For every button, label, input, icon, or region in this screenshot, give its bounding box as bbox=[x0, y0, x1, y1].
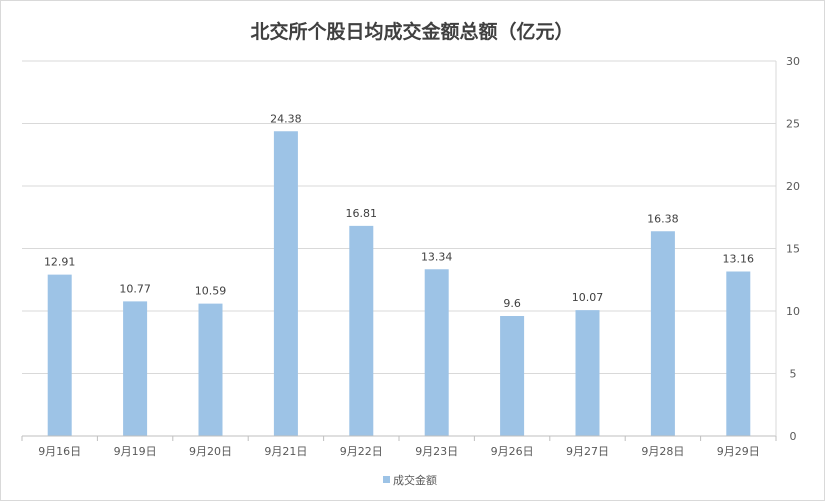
data-label: 10.59 bbox=[195, 285, 227, 298]
legend-swatch bbox=[383, 476, 390, 483]
x-tick-label: 9月27日 bbox=[566, 445, 609, 458]
data-label: 16.38 bbox=[647, 212, 679, 225]
x-tick-label: 9月23日 bbox=[415, 445, 458, 458]
data-label: 13.16 bbox=[723, 253, 755, 266]
y-axis: 0 5 10 15 20 25 30 bbox=[775, 55, 800, 443]
bar bbox=[726, 271, 751, 436]
bar bbox=[273, 131, 298, 436]
data-label: 10.07 bbox=[572, 291, 604, 304]
y-tick-label: 10 bbox=[786, 305, 800, 318]
bar bbox=[575, 310, 600, 436]
x-axis: 9月16日 9月19日 9月20日 9月21日 9月22日 9月23日 9月26日 9月27日… bbox=[21, 435, 777, 458]
x-tick-label: 9月21日 bbox=[264, 445, 307, 458]
data-label: 13.34 bbox=[421, 250, 453, 263]
bar bbox=[650, 231, 675, 436]
x-tick-label: 9月16日 bbox=[38, 445, 81, 458]
x-tick-label: 9月19日 bbox=[114, 445, 157, 458]
y-tick-label: 30 bbox=[786, 55, 800, 68]
x-tick-label: 9月20日 bbox=[189, 445, 232, 458]
data-label: 16.81 bbox=[346, 207, 378, 220]
data-label: 24.38 bbox=[270, 112, 302, 125]
chart-title: 北交所个股日均成交金额总额（亿元） bbox=[250, 20, 573, 43]
bar bbox=[500, 316, 525, 436]
y-tick-label: 0 bbox=[790, 430, 797, 443]
y-tick-label: 20 bbox=[786, 180, 800, 193]
legend-label: 成交金额 bbox=[393, 473, 437, 487]
bar bbox=[349, 225, 374, 436]
x-tick-label: 9月28日 bbox=[641, 445, 684, 458]
x-tick-label: 9月22日 bbox=[340, 445, 383, 458]
x-tick-label: 9月29日 bbox=[717, 445, 760, 458]
y-tick-label: 25 bbox=[786, 118, 800, 131]
data-label: 10.77 bbox=[119, 282, 151, 295]
bar bbox=[123, 301, 148, 436]
legend: 成交金额 bbox=[383, 473, 437, 487]
data-labels: 12.91 10.77 10.59 24.38 16.81 13.34 9.6 10.07 16… bbox=[44, 112, 754, 310]
data-label: 9.6 bbox=[503, 297, 521, 310]
y-tick-label: 15 bbox=[786, 243, 800, 256]
bar bbox=[198, 303, 223, 436]
bars bbox=[47, 131, 751, 436]
bar bbox=[424, 269, 449, 436]
y-tick-label: 5 bbox=[790, 368, 797, 381]
data-label: 12.91 bbox=[44, 256, 76, 269]
bar bbox=[47, 274, 72, 436]
x-tick-label: 9月26日 bbox=[491, 445, 534, 458]
